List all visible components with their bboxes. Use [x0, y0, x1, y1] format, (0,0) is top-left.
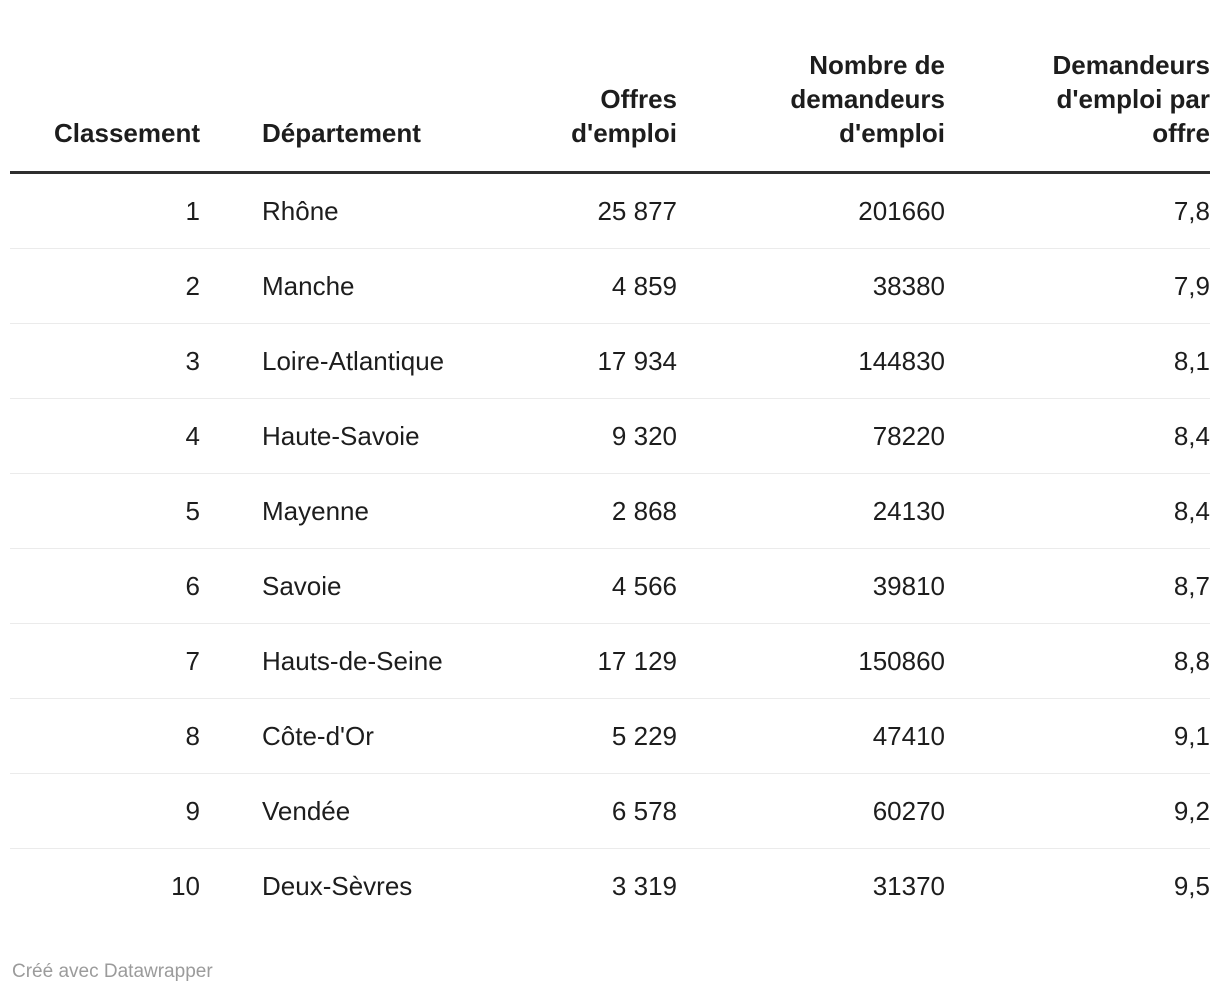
cell-offres: 4 566	[480, 548, 677, 624]
table-row: 5 Mayenne 2 868 24130 8,4	[10, 473, 1210, 549]
cell-departement: Savoie	[200, 548, 480, 624]
cell-offres: 17 129	[480, 623, 677, 699]
cell-demandeurs: 60270	[677, 773, 945, 849]
cell-ratio: 9,1	[945, 698, 1210, 774]
cell-ratio: 8,7	[945, 548, 1210, 624]
cell-ratio: 8,4	[945, 473, 1210, 549]
table-row: 9 Vendée 6 578 60270 9,2	[10, 773, 1210, 849]
cell-demandeurs: 24130	[677, 473, 945, 549]
cell-classement: 9	[10, 773, 200, 849]
cell-ratio: 8,1	[945, 323, 1210, 399]
cell-classement: 5	[10, 473, 200, 549]
cell-departement: Deux-Sèvres	[200, 848, 480, 923]
cell-demandeurs: 144830	[677, 323, 945, 399]
cell-ratio: 9,5	[945, 848, 1210, 923]
cell-offres: 9 320	[480, 398, 677, 474]
cell-departement: Rhône	[262, 195, 339, 226]
cell-offres: 17 934	[480, 323, 677, 399]
cell-demandeurs: 150860	[677, 623, 945, 699]
cell-demandeurs: 78220	[677, 398, 945, 474]
table-row: 4 Haute-Savoie 9 320 78220 8,4	[10, 398, 1210, 474]
cell-offres: 2 868	[480, 473, 677, 549]
cell-departement: Manche	[200, 248, 480, 324]
cell-demandeurs: 201660	[858, 195, 945, 226]
cell-ratio: 9,2	[945, 773, 1210, 849]
column-header-ratio: Demandeurs d'emploi par offre	[945, 0, 1210, 174]
table-row: 3 Loire-Atlantique 17 934 144830 8,1	[10, 323, 1210, 399]
cell-classement: 10	[10, 848, 200, 923]
cell-departement: Mayenne	[200, 473, 480, 549]
cell-ratio: 7,8	[1173, 195, 1210, 226]
cell-classement: 7	[10, 623, 200, 699]
table-row: 10 Deux-Sèvres 3 319 31370 9,5	[10, 848, 1210, 923]
cell-offres: 4 859	[480, 248, 677, 324]
cell-ratio: 8,4	[945, 398, 1210, 474]
column-header-offres: Offres d'emploi	[480, 0, 677, 174]
cell-classement: 6	[10, 548, 200, 624]
header-row: Classement Département Offres d'emploi N…	[10, 0, 1210, 174]
cell-departement: Haute-Savoie	[200, 398, 480, 474]
cell-classement: 3	[10, 323, 200, 399]
cell-classement: 2	[10, 248, 200, 324]
cell-offres: 25 877	[597, 195, 677, 226]
table-row: 2 Manche 4 859 38380 7,9	[10, 248, 1210, 324]
cell-demandeurs: 47410	[677, 698, 945, 774]
table-row: 6 Savoie 4 566 39810 8,7	[10, 548, 1210, 624]
ranking-table: Classement Département Offres d'emploi N…	[10, 0, 1210, 923]
cell-classement: 1	[185, 195, 200, 226]
table-row: 1 Rhône 25 877 201660 7,8	[10, 173, 1210, 249]
table-header: Classement Département Offres d'emploi N…	[10, 0, 1210, 174]
cell-offres: 3 319	[480, 848, 677, 923]
cell-demandeurs: 31370	[677, 848, 945, 923]
cell-departement: Hauts-de-Seine	[200, 623, 480, 699]
datawrapper-credit-link[interactable]: Créé avec Datawrapper	[12, 961, 213, 982]
column-header-demandeurs: Nombre de demandeurs d'emploi	[677, 0, 945, 174]
cell-classement: 4	[10, 398, 200, 474]
cell-offres: 6 578	[480, 773, 677, 849]
cell-offres: 5 229	[480, 698, 677, 774]
cell-departement: Vendée	[200, 773, 480, 849]
table-row: 7 Hauts-de-Seine 17 129 150860 8,8	[10, 623, 1210, 699]
cell-departement: Côte-d'Or	[200, 698, 480, 774]
column-header-classement: Classement	[10, 0, 200, 174]
column-header-departement: Département	[200, 0, 480, 174]
footer-credit: Créé avec Datawrapper	[12, 959, 1210, 985]
cell-demandeurs: 38380	[677, 248, 945, 324]
cell-ratio: 8,8	[945, 623, 1210, 699]
cell-demandeurs: 39810	[677, 548, 945, 624]
table-row: 8 Côte-d'Or 5 229 47410 9,1	[10, 698, 1210, 774]
cell-departement: Loire-Atlantique	[200, 323, 480, 399]
cell-ratio: 7,9	[945, 248, 1210, 324]
table-body: 1 Rhône 25 877 201660 7,8 2 Manche 4 859 38380 7,…	[10, 173, 1210, 923]
cell-classement: 8	[10, 698, 200, 774]
